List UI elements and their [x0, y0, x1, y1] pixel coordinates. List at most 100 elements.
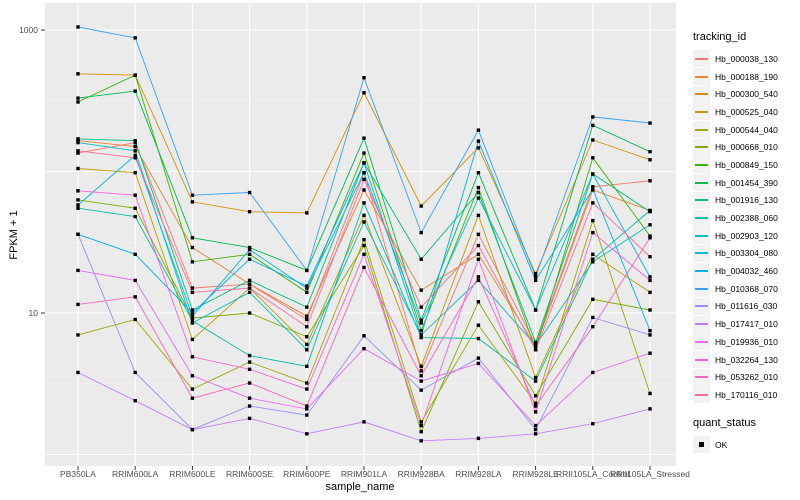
plot-panel — [45, 3, 676, 466]
data-point — [419, 318, 423, 322]
legend-label: Hb_000038_130 — [715, 53, 778, 64]
data-point — [305, 407, 309, 411]
data-point — [76, 137, 80, 141]
data-point — [247, 257, 252, 261]
data-point — [133, 144, 137, 149]
data-point — [476, 185, 481, 190]
legend-line-swatch — [695, 110, 708, 113]
data-point — [591, 297, 595, 301]
quant-status-key — [693, 436, 710, 454]
data-point — [305, 413, 309, 417]
data-point — [533, 271, 538, 276]
data-point — [76, 370, 80, 375]
data-point — [419, 321, 423, 325]
y-tick-label: 10 — [29, 308, 39, 318]
data-point — [533, 427, 538, 432]
data-point — [305, 305, 309, 309]
data-point — [190, 286, 195, 290]
data-point — [533, 401, 538, 406]
data-point — [533, 394, 538, 398]
data-point — [247, 396, 252, 400]
legend-item: Hb_000849_150 — [693, 156, 778, 174]
data-point — [190, 290, 195, 295]
x-tick-label: PB350LA — [60, 469, 96, 479]
data-point — [190, 319, 195, 323]
legend-key — [693, 315, 710, 333]
data-point — [419, 420, 423, 424]
data-point — [362, 151, 366, 155]
data-point — [133, 399, 137, 403]
legend-item: Hb_000544_040 — [693, 121, 778, 139]
data-point — [190, 321, 195, 325]
data-point — [362, 188, 366, 192]
data-point — [133, 252, 137, 256]
x-axis-title: sample_name — [325, 481, 395, 493]
data-point — [591, 138, 595, 142]
data-point — [247, 278, 252, 283]
legend-line-swatch — [695, 287, 708, 290]
square-point-icon — [699, 442, 704, 447]
legend-key — [693, 227, 710, 245]
legend-key — [693, 68, 710, 86]
y-axis-title: FPKM + 1 — [8, 210, 20, 260]
data-point — [476, 139, 481, 143]
data-point — [476, 361, 481, 366]
data-point — [190, 193, 195, 197]
data-point — [419, 204, 423, 208]
data-point — [648, 278, 652, 283]
data-point — [476, 171, 481, 175]
data-point — [476, 128, 481, 132]
data-point — [419, 429, 423, 434]
data-point — [76, 203, 80, 207]
data-point — [133, 295, 137, 299]
legend-line-swatch — [695, 305, 708, 308]
data-point — [591, 252, 595, 256]
legend-item: Hb_170116_010 — [693, 386, 778, 404]
data-point — [591, 315, 595, 320]
data-point — [362, 136, 366, 140]
data-point — [362, 177, 366, 182]
data-point — [305, 364, 309, 369]
legend-label: Hb_010368_070 — [715, 283, 778, 294]
legend-item: Hb_017417_010 — [693, 315, 778, 333]
data-point — [476, 146, 481, 150]
legend-line-swatch — [695, 181, 708, 184]
legend-label: Hb_000668_010 — [715, 142, 778, 153]
legend-label: Hb_001916_130 — [715, 195, 778, 206]
data-point — [591, 260, 595, 264]
data-point — [362, 346, 366, 351]
x-tick-label: RRIM600SE — [226, 469, 274, 479]
data-point — [305, 325, 309, 329]
data-point — [419, 369, 423, 373]
data-point — [190, 374, 195, 378]
data-point — [305, 314, 309, 318]
legend-item: Hb_032264_130 — [693, 351, 778, 369]
data-point — [648, 351, 652, 355]
data-point — [190, 316, 195, 320]
data-point — [591, 257, 595, 261]
legend-label: Hb_000300_540 — [715, 89, 778, 100]
legend-item: Hb_000038_130 — [693, 50, 778, 68]
data-point — [648, 290, 652, 295]
data-point — [133, 140, 137, 145]
data-point — [247, 404, 252, 408]
data-point — [362, 237, 366, 242]
data-point — [533, 348, 538, 352]
data-point — [362, 252, 366, 256]
legend-label: Hb_000188_190 — [715, 71, 778, 82]
legend-key — [693, 103, 710, 121]
legend-label: Hb_002903_120 — [715, 230, 778, 241]
data-point — [190, 387, 195, 391]
legend-label: Hb_019936_010 — [715, 336, 778, 347]
data-point — [533, 404, 538, 408]
data-point — [591, 422, 595, 426]
data-point — [305, 381, 309, 385]
data-point — [476, 257, 481, 261]
data-point — [190, 308, 195, 312]
data-point — [591, 156, 595, 160]
data-point — [190, 337, 195, 342]
legend-item: Hb_000668_010 — [693, 138, 778, 156]
legend-key — [693, 351, 710, 369]
